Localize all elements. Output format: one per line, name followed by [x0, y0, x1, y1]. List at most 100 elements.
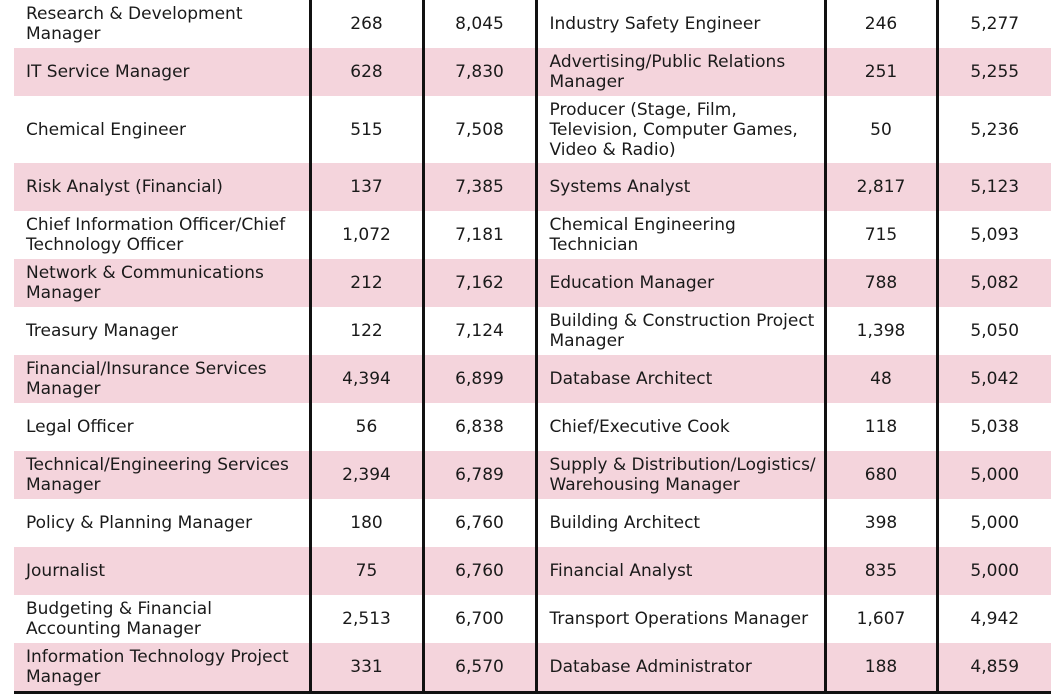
table-row: Policy & Planning Manager 180 6,760 Buil… — [14, 499, 1051, 547]
salary-cell: 7,181 — [421, 211, 536, 259]
employee-count-cell: 2,394 — [308, 451, 423, 499]
employee-count-cell: 268 — [308, 0, 423, 48]
salary-cell: 5,042 — [935, 355, 1051, 403]
salary-cell: 6,570 — [421, 643, 536, 694]
salary-cell: 5,000 — [935, 451, 1051, 499]
job-title-cell: Legal Officer — [26, 417, 134, 437]
job-title-cell: Database Administrator — [534, 643, 825, 694]
employee-count-cell: 1,607 — [823, 595, 937, 643]
job-title-cell: Building & Construction Project Manager — [534, 307, 825, 355]
table-row: Chief Information Officer/Chief Technolo… — [14, 211, 1051, 259]
job-title-cell: IT Service Manager — [14, 48, 310, 96]
salary-cell: 5,255 — [935, 48, 1051, 96]
job-title-cell: Financial Analyst — [534, 547, 825, 595]
job-title-cell: Systems Analyst — [534, 163, 825, 211]
job-title-cell: Technical/Engineering Services Manager — [14, 451, 310, 499]
table-row: Network & Communications Manager 212 7,1… — [14, 259, 1051, 307]
salary-cell: 5,277 — [935, 0, 1051, 48]
table-row: Treasury Manager 122 7,124 Building & Co… — [14, 307, 1051, 355]
employee-count-cell: 1,398 — [823, 307, 937, 355]
salary-table-container: Research & Development Manager 268 8,045… — [14, 0, 1051, 694]
employee-count-cell: 137 — [308, 163, 423, 211]
job-title-cell: Chemical Engineering Technician — [534, 211, 825, 259]
salary-cell: 6,899 — [421, 355, 536, 403]
employee-count-cell: 2,817 — [823, 163, 937, 211]
salary-cell: 5,123 — [935, 163, 1051, 211]
table-row: Journalist 75 6,760 Financial Analyst 83… — [14, 547, 1051, 595]
job-title-cell: Transport Operations Manager — [534, 595, 825, 643]
salary-cell: 6,760 — [421, 547, 536, 595]
employee-count-cell: 246 — [823, 0, 937, 48]
employee-count-cell: 56 — [308, 403, 423, 451]
job-title-cell: Treasury Manager — [26, 321, 178, 341]
employee-count-cell: 515 — [308, 96, 423, 163]
employee-count-cell: 212 — [308, 259, 423, 307]
table-row: Technical/Engineering Services Manager 2… — [14, 451, 1051, 499]
employee-count-cell: 50 — [823, 96, 937, 163]
job-title-cell: Producer (Stage, Film, Television, Compu… — [534, 96, 825, 163]
employee-count-cell: 1,072 — [308, 211, 423, 259]
salary-cell: 4,859 — [935, 643, 1051, 694]
employee-count-cell: 122 — [308, 307, 423, 355]
job-title-cell: Risk Analyst (Financial) — [14, 163, 310, 211]
employee-count-cell: 251 — [823, 48, 937, 96]
job-title-cell: Building Architect — [534, 499, 825, 547]
salary-cell: 5,000 — [935, 547, 1051, 595]
salary-cell: 5,000 — [935, 499, 1051, 547]
salary-cell: 6,700 — [421, 595, 536, 643]
salary-cell: 6,838 — [421, 403, 536, 451]
job-title-cell: Policy & Planning Manager — [26, 513, 253, 533]
job-title-cell: Chief/Executive Cook — [534, 403, 825, 451]
job-title-cell: Chemical Engineer — [26, 119, 186, 140]
table-row: Financial/Insurance Services Manager 4,3… — [14, 355, 1051, 403]
table-row: Risk Analyst (Financial) 137 7,385 Syste… — [14, 163, 1051, 211]
employee-count-cell: 188 — [823, 643, 937, 694]
employee-count-cell: 4,394 — [308, 355, 423, 403]
employee-count-cell: 75 — [308, 547, 423, 595]
employee-count-cell: 48 — [823, 355, 937, 403]
employee-count-cell: 835 — [823, 547, 937, 595]
salary-cell: 5,050 — [935, 307, 1051, 355]
job-title-cell: Network & Communications Manager — [14, 259, 310, 307]
employee-count-cell: 180 — [308, 499, 423, 547]
job-title-cell: Database Architect — [534, 355, 825, 403]
salary-table: Research & Development Manager 268 8,045… — [14, 0, 1051, 694]
job-title-cell: Journalist — [14, 547, 310, 595]
job-title-cell: Industry Safety Engineer — [534, 0, 825, 48]
table-row: Chemical Engineer 515 7,508 Producer (St… — [14, 96, 1051, 163]
job-title-cell: Budgeting & Financial Accounting Manager — [26, 599, 212, 639]
salary-cell: 6,789 — [421, 451, 536, 499]
salary-cell: 5,093 — [935, 211, 1051, 259]
job-title-cell: Supply & Distribution/Logistics/ Warehou… — [534, 451, 825, 499]
salary-cell: 7,508 — [421, 96, 536, 163]
table-row: Research & Development Manager 268 8,045… — [14, 0, 1051, 48]
table-row: Budgeting & Financial Accounting Manager… — [14, 595, 1051, 643]
salary-cell: 7,162 — [421, 259, 536, 307]
job-title-cell: Financial/Insurance Services Manager — [14, 355, 310, 403]
employee-count-cell: 715 — [823, 211, 937, 259]
employee-count-cell: 2,513 — [308, 595, 423, 643]
salary-cell: 5,038 — [935, 403, 1051, 451]
job-title-cell: Research & Development Manager — [26, 4, 243, 44]
job-title-cell: Information Technology Project Manager — [14, 643, 310, 694]
job-title-cell: Chief Information Officer/Chief Technolo… — [26, 215, 286, 255]
employee-count-cell: 118 — [823, 403, 937, 451]
job-title-cell: Education Manager — [534, 259, 825, 307]
salary-cell: 5,236 — [935, 96, 1051, 163]
employee-count-cell: 680 — [823, 451, 937, 499]
employee-count-cell: 331 — [308, 643, 423, 694]
table-row: Legal Officer 56 6,838 Chief/Executive C… — [14, 403, 1051, 451]
salary-cell: 5,082 — [935, 259, 1051, 307]
salary-cell: 7,124 — [421, 307, 536, 355]
salary-cell: 6,760 — [421, 499, 536, 547]
employee-count-cell: 788 — [823, 259, 937, 307]
salary-cell: 7,830 — [421, 48, 536, 96]
table-row: Information Technology Project Manager 3… — [14, 643, 1051, 694]
salary-cell: 8,045 — [421, 0, 536, 48]
table-row: IT Service Manager 628 7,830 Advertising… — [14, 48, 1051, 96]
salary-cell: 4,942 — [935, 595, 1051, 643]
job-title-cell: Advertising/Public Relations Manager — [534, 48, 825, 96]
employee-count-cell: 398 — [823, 499, 937, 547]
employee-count-cell: 628 — [308, 48, 423, 96]
salary-cell: 7,385 — [421, 163, 536, 211]
